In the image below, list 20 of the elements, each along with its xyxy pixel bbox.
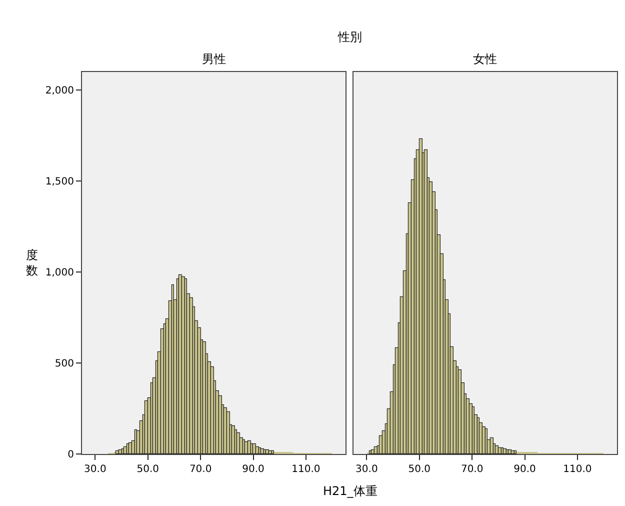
x-tick-label: 110.0 [563,464,592,475]
x-tick-label: 70.0 [189,464,212,475]
x-tick-label: 90.0 [514,464,536,475]
x-tick-label: 30.0 [84,464,106,475]
y-axis-title: 度数 [26,248,38,278]
x-tick-label: 90.0 [242,464,264,475]
y-tick-label: 2,000 [45,86,74,97]
x-tick-label: 70.0 [460,464,484,475]
text: 性別 [337,30,362,44]
x-tick-label: 110.0 [292,464,320,475]
x-axis-title: H21_体重 [323,484,378,498]
y-tick-label: 500 [54,358,74,370]
y-tick-label: 0 [68,450,74,460]
y-tick-label: 1,500 [45,176,74,188]
chart-title: 男性 [202,52,226,66]
x-tick-label: 30.0 [356,464,378,475]
x-tick-label: 50.0 [408,464,431,475]
chart-title: 女性 [473,52,497,66]
x-tick-label: 50.0 [136,464,160,475]
y-tick-label: 1,000 [45,268,74,279]
